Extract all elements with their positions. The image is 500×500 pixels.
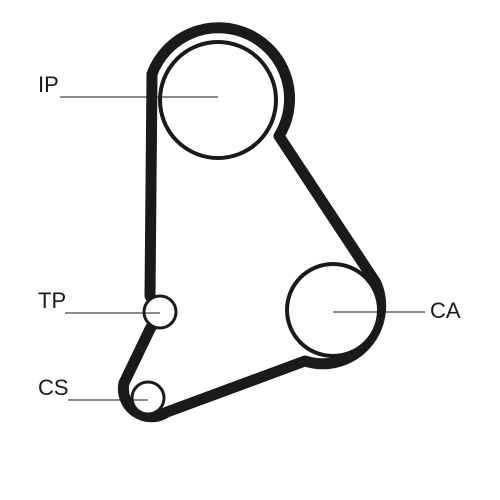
pulley-tp [144, 296, 176, 328]
label-tp: TP [38, 288, 66, 313]
label-ip: IP [38, 72, 59, 97]
pulley-ip [160, 42, 276, 158]
belt-diagram: IP TP CS CA [0, 0, 500, 500]
label-cs: CS [38, 375, 69, 400]
pulley-ca [287, 264, 379, 356]
pulley-cs [132, 382, 164, 414]
label-ca: CA [430, 298, 461, 323]
